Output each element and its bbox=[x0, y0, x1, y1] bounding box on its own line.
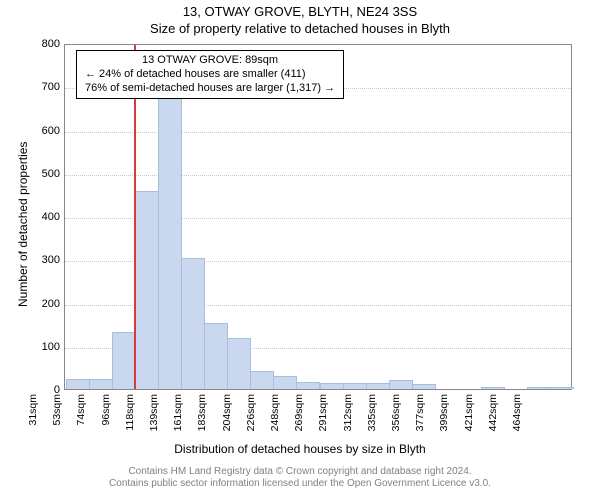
title-line2: Size of property relative to detached ho… bbox=[0, 21, 600, 36]
figure: 13, OTWAY GROVE, BLYTH, NE24 3SS Size of… bbox=[0, 0, 600, 500]
ytick-label: 400 bbox=[20, 211, 60, 223]
annotation-line: 76% of semi-detached houses are larger (… bbox=[85, 82, 335, 96]
ytick-label: 300 bbox=[20, 254, 60, 266]
histogram-bar bbox=[412, 384, 436, 389]
ytick-label: 800 bbox=[20, 38, 60, 50]
ytick-label: 100 bbox=[20, 341, 60, 353]
annotation-line: 13 OTWAY GROVE: 89sqm bbox=[85, 54, 335, 68]
xtick-label: 464sqm bbox=[511, 394, 600, 431]
footer-line: Contains public sector information licen… bbox=[0, 478, 600, 490]
histogram-bar bbox=[320, 383, 344, 389]
ytick-label: 700 bbox=[20, 81, 60, 93]
histogram-bar bbox=[181, 258, 205, 389]
histogram-bar bbox=[296, 382, 320, 389]
footer: Contains HM Land Registry data © Crown c… bbox=[0, 466, 600, 490]
ytick-label: 200 bbox=[20, 298, 60, 310]
histogram-bar bbox=[550, 387, 574, 389]
x-axis-label: Distribution of detached houses by size … bbox=[0, 442, 600, 456]
histogram-bar bbox=[112, 332, 136, 389]
histogram-bar bbox=[527, 387, 551, 389]
histogram-bar bbox=[481, 387, 505, 389]
histogram-bar bbox=[66, 379, 90, 389]
annotation-line: ← 24% of detached houses are smaller (41… bbox=[85, 68, 335, 82]
histogram-bar bbox=[389, 380, 413, 389]
title-line1: 13, OTWAY GROVE, BLYTH, NE24 3SS bbox=[0, 4, 600, 19]
histogram-bar bbox=[250, 371, 274, 389]
histogram-bar bbox=[158, 85, 182, 389]
ytick-label: 500 bbox=[20, 168, 60, 180]
grid-line bbox=[65, 132, 571, 133]
histogram-bar bbox=[273, 376, 297, 389]
grid-line bbox=[65, 175, 571, 176]
histogram-bar bbox=[89, 379, 113, 389]
title-block: 13, OTWAY GROVE, BLYTH, NE24 3SS Size of… bbox=[0, 4, 600, 36]
ytick-label: 600 bbox=[20, 125, 60, 137]
footer-line: Contains HM Land Registry data © Crown c… bbox=[0, 466, 600, 478]
histogram-bar bbox=[135, 191, 159, 389]
y-axis-label: Number of detached properties bbox=[16, 142, 30, 307]
histogram-bar bbox=[204, 323, 228, 389]
annotation-box: 13 OTWAY GROVE: 89sqm ← 24% of detached … bbox=[76, 50, 344, 99]
histogram-bar bbox=[343, 383, 367, 389]
histogram-bar bbox=[366, 383, 390, 389]
histogram-bar bbox=[227, 338, 251, 389]
